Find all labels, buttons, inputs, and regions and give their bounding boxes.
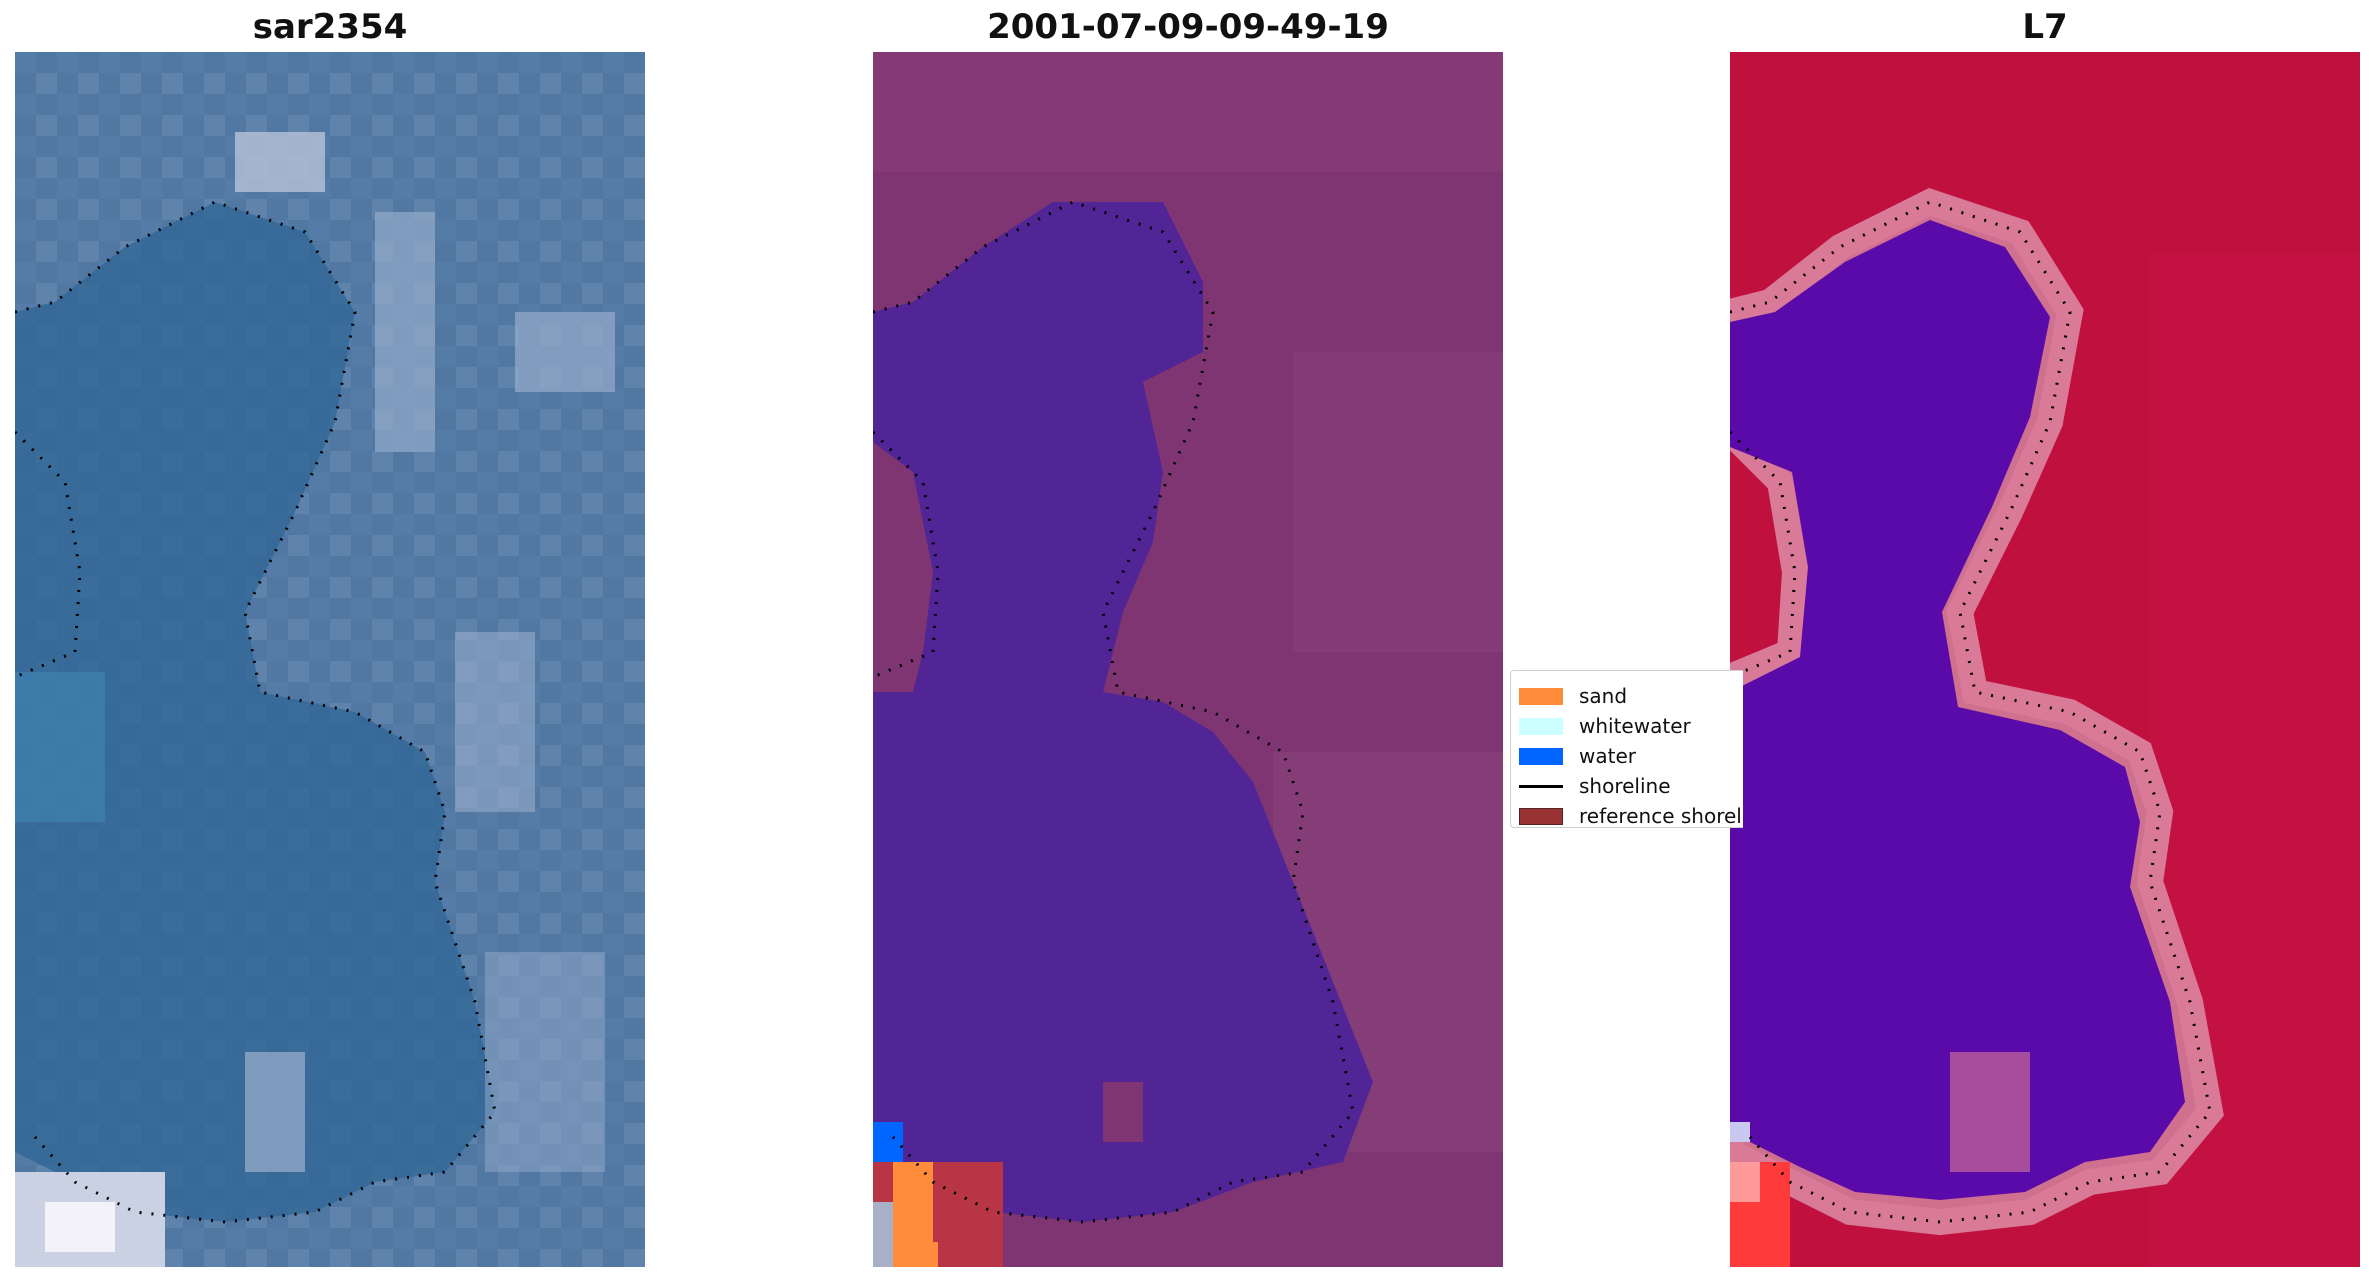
ndwi-image-panel xyxy=(1730,52,2360,1267)
legend: sand whitewater water shoreline referenc… xyxy=(1510,670,1743,828)
ndwi-image xyxy=(1730,52,2360,1267)
water-swatch xyxy=(1519,747,1563,765)
legend-item-sand: sand xyxy=(1519,681,1627,711)
classified-image-panel xyxy=(873,52,1503,1267)
legend-item-water: water xyxy=(1519,741,1636,771)
shoreline-line-swatch xyxy=(1519,784,1563,788)
sand-swatch xyxy=(1519,687,1563,705)
classified-image xyxy=(873,52,1503,1267)
legend-label-sand: sand xyxy=(1579,684,1628,708)
rgb-image xyxy=(15,52,645,1267)
legend-item-shoreline: shoreline xyxy=(1519,771,1671,801)
panel-title-ndwi: L7 xyxy=(2022,7,2068,47)
panel-title-classified: 2001-07-09-09-49-19 xyxy=(987,7,1389,47)
legend-label-water: water xyxy=(1579,744,1636,768)
legend-item-whitewater: whitewater xyxy=(1519,711,1691,741)
whitewater-swatch xyxy=(1519,717,1563,735)
panel-title-rgb: sar2354 xyxy=(252,7,408,47)
rgb-image-panel xyxy=(15,52,645,1267)
legend-item-reference-shoreline: reference shoreline xyxy=(1519,801,1743,828)
legend-label-shoreline: shoreline xyxy=(1579,774,1671,798)
legend-label-whitewater: whitewater xyxy=(1579,714,1691,738)
legend-label-reference-shoreline: reference shoreline xyxy=(1579,804,1743,828)
reference-shoreline-swatch xyxy=(1519,807,1563,825)
